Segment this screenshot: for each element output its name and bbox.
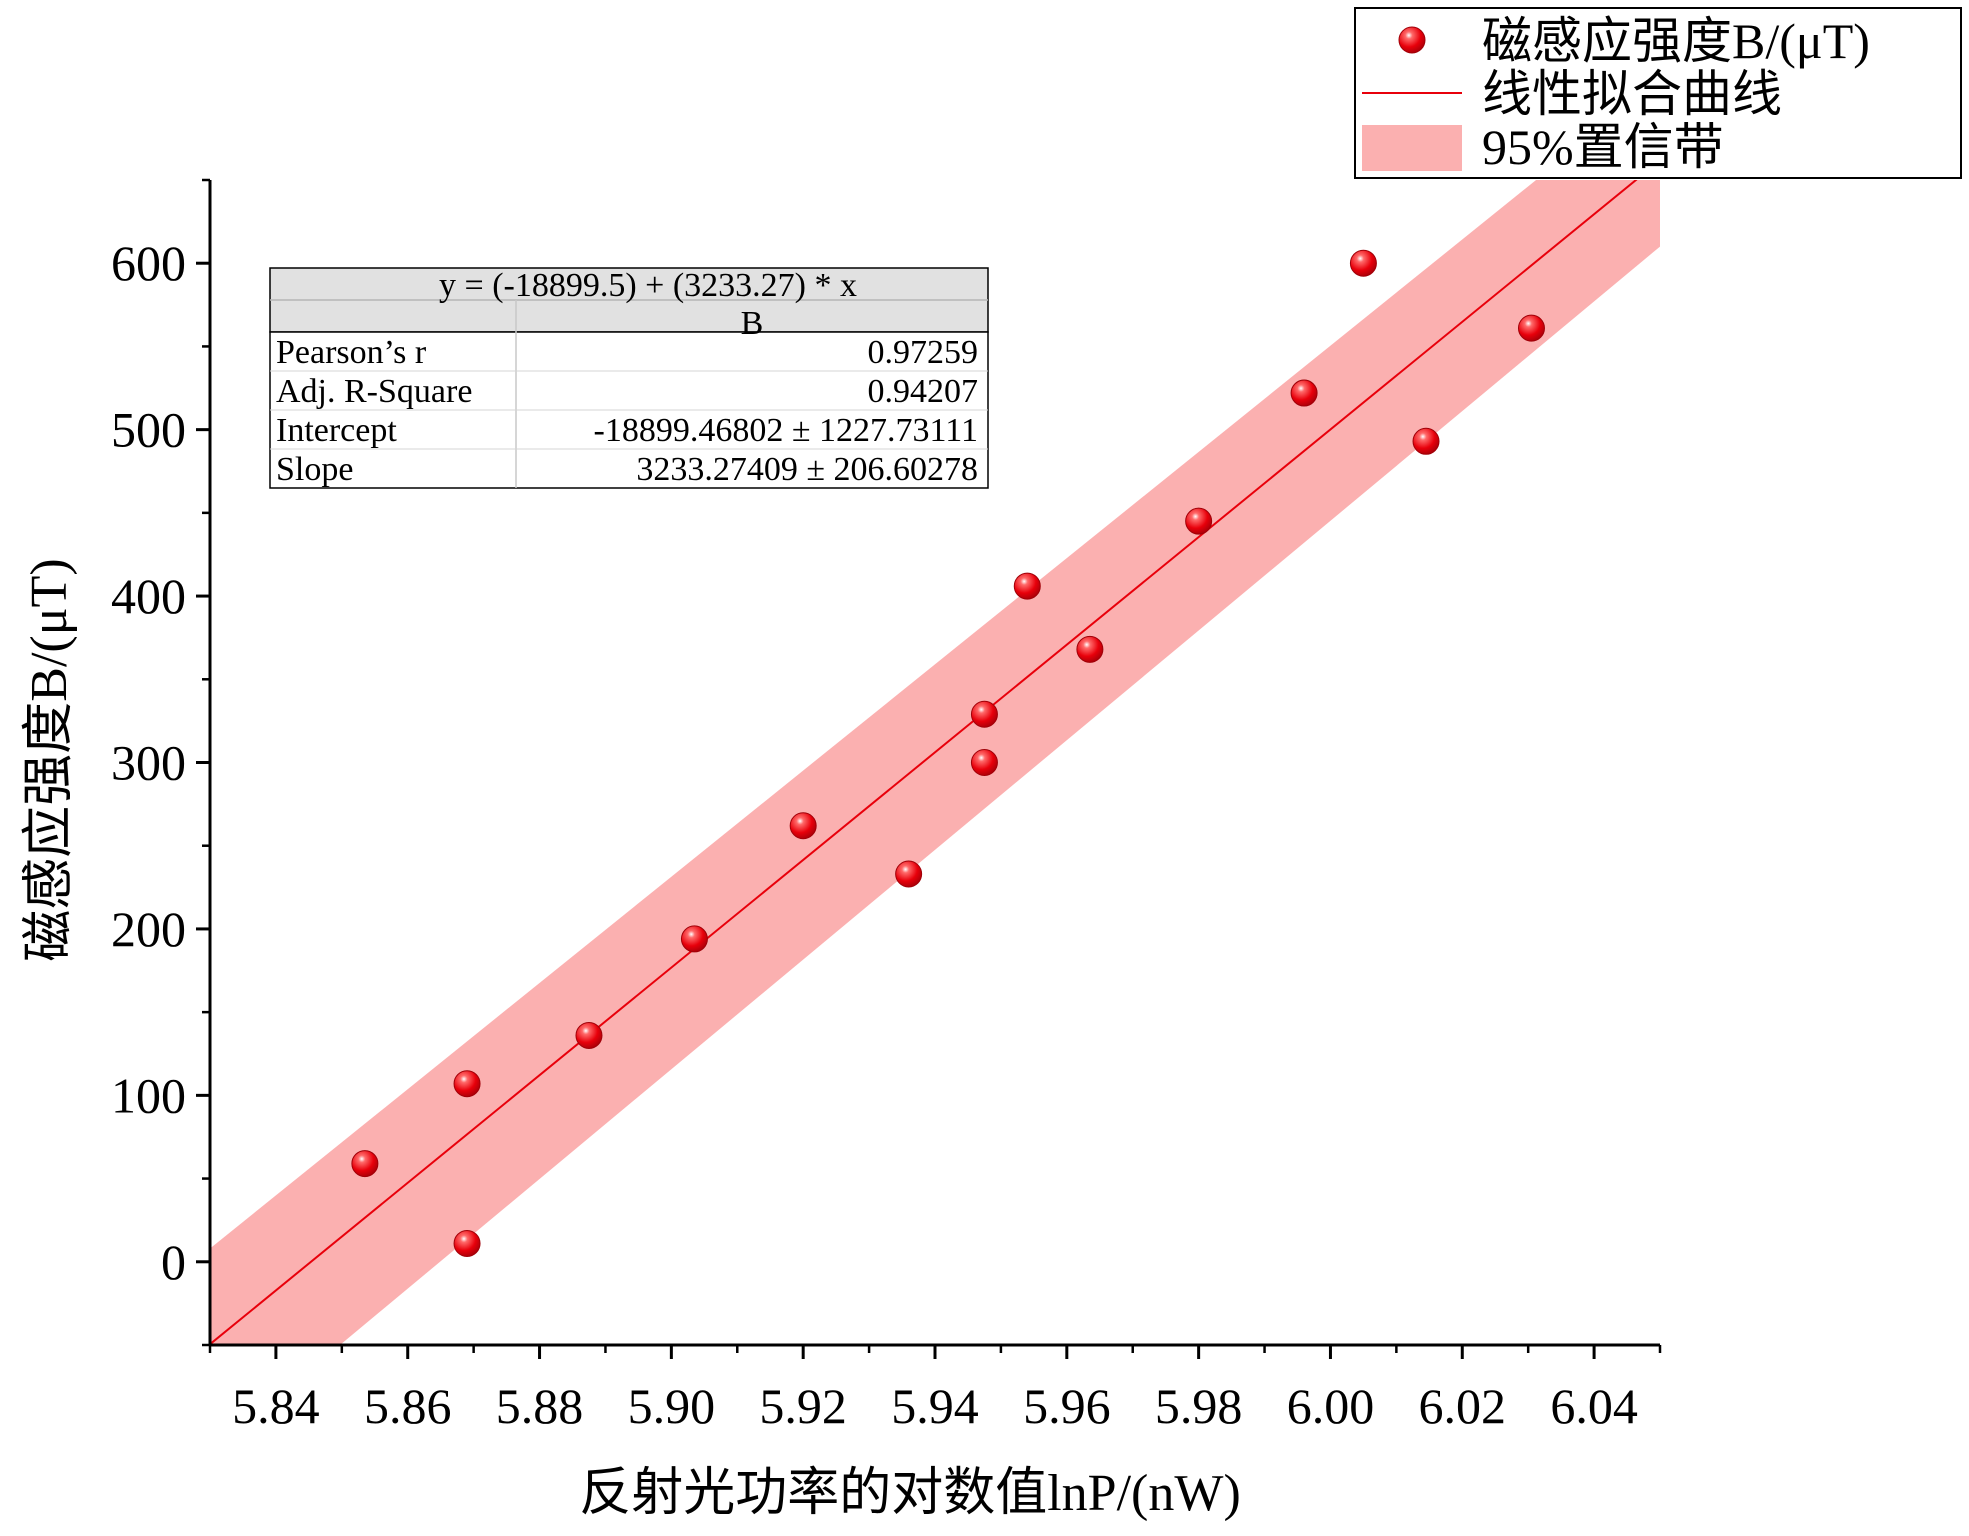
legend-marker-points [1398, 26, 1426, 54]
legend-label-band: 95%置信带 [1482, 119, 1724, 175]
stats-label-pearson: Pearson’s r [276, 334, 427, 371]
data-point [1349, 249, 1377, 277]
data-point [970, 749, 998, 776]
stats-value-slope: 3233.27409 ± 206.60278 [636, 451, 978, 488]
stats-column-header: B [741, 305, 764, 342]
x-tick-label: 5.96 [1023, 1378, 1111, 1434]
data-point [1412, 427, 1440, 455]
data-point [1076, 635, 1104, 663]
x-tick-label: 6.04 [1550, 1378, 1638, 1434]
data-point [680, 925, 708, 953]
y-tick-label: 0 [161, 1234, 186, 1290]
y-tick-label: 400 [111, 568, 186, 624]
y-ticks: 0 100 200 300 400 500 600 [111, 178, 210, 1347]
fit-stats-table: y = (-18899.5) + (3233.27) * x B Pearson… [269, 267, 989, 489]
x-tick-label: 5.98 [1155, 1378, 1243, 1434]
data-point [970, 700, 998, 728]
fit-equation: y = (-18899.5) + (3233.27) * x [439, 267, 857, 304]
data-point [789, 812, 817, 840]
data-point [1290, 379, 1318, 407]
stats-value-adj-r-square: 0.94207 [868, 373, 979, 410]
x-tick-label: 6.00 [1287, 1378, 1375, 1434]
x-tick-label: 5.86 [364, 1378, 452, 1434]
x-tick-label: 5.90 [628, 1378, 716, 1434]
stats-label-adj-r-square: Adj. R-Square [276, 373, 472, 410]
data-point [575, 1021, 603, 1049]
legend-label-fit-line: 线性拟合曲线 [1482, 66, 1782, 122]
legend-marker-band [1362, 125, 1462, 171]
x-tick-label: 5.88 [496, 1378, 584, 1434]
y-tick-label: 500 [111, 402, 186, 458]
legend: 磁感应强度B/(μT) 线性拟合曲线 95%置信带 [1354, 7, 1962, 179]
data-point [1517, 314, 1545, 342]
y-tick-label: 600 [111, 235, 186, 291]
fit-line [210, 180, 1638, 1345]
x-tick-label: 6.02 [1419, 1378, 1507, 1434]
stats-label-slope: Slope [276, 451, 353, 488]
data-point [453, 1229, 481, 1257]
x-tick-label: 5.92 [759, 1378, 847, 1434]
y-tick-label: 300 [111, 735, 186, 791]
x-axis-title: 反射光功率的对数值lnP/(nW) [579, 1465, 1241, 1522]
data-point [1185, 507, 1213, 535]
x-tick-label: 5.94 [891, 1378, 979, 1434]
stats-value-pearson: 0.97259 [868, 334, 979, 371]
x-ticks: 5.84 5.86 5.88 5.90 5.92 5.94 5.96 5.98 6.00 6.02… [208, 1345, 1662, 1434]
y-tick-label: 200 [111, 901, 186, 957]
data-point [351, 1150, 379, 1178]
y-tick-label: 100 [111, 1067, 186, 1123]
data-point [453, 1070, 481, 1098]
stats-value-intercept: -18899.46802 ± 1227.73111 [594, 412, 978, 449]
x-tick-label: 5.84 [232, 1378, 320, 1434]
data-point [895, 860, 923, 888]
legend-label-points: 磁感应强度B/(μT) [1482, 13, 1870, 69]
stats-label-intercept: Intercept [276, 412, 397, 449]
data-point [1013, 572, 1041, 600]
plot-area [210, 180, 1660, 1345]
confidence-band [210, 180, 1660, 1345]
y-axis-title: 磁感应强度B/(μT) [21, 558, 78, 961]
data-points [351, 249, 1545, 1257]
